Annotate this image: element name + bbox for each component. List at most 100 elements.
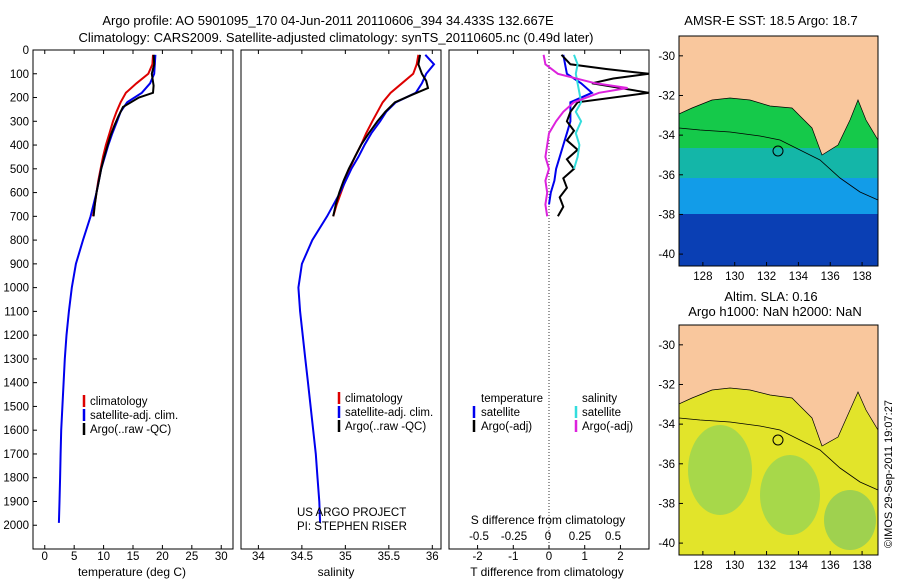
depth-tick-label: 2000 <box>3 520 29 532</box>
sst-map: AMSR-E SST: 18.5 Argo: 18.7 -30 -32 -34 -36… <box>658 13 879 283</box>
difference-xtick-label: 2 <box>617 551 623 563</box>
difference-panel: -2 -1 0 1 2 S difference from climatology -0… <box>448 49 650 579</box>
depth-tick-label: 1100 <box>4 306 29 318</box>
difference-series-line <box>573 54 583 170</box>
legend-label-satellite: satellite-adj. clim. <box>345 407 433 419</box>
lat-tick-label: -40 <box>658 249 675 261</box>
depth-tick-label: 1700 <box>3 449 29 461</box>
s-difference-tick-label: -0.25 <box>501 531 527 543</box>
sla-map: Altim. SLA: 0.16 Argo h1000: NaN h2000: … <box>658 289 879 572</box>
sst-band-navy <box>679 214 878 266</box>
lon-tick-label: 128 <box>693 560 712 572</box>
sst-band-teal <box>679 148 878 178</box>
legend-label-argo: Argo(..raw -QC) <box>90 424 171 436</box>
salinity-xtick-label: 36 <box>426 551 439 563</box>
lon-tick-label: 134 <box>789 271 809 283</box>
depth-tick-label: 100 <box>10 69 29 81</box>
temperature-xtick-label: 0 <box>42 551 48 563</box>
lon-tick-label: 128 <box>693 271 712 283</box>
lat-tick-label: -30 <box>658 51 675 63</box>
salinity-xtick-label: 35 <box>339 551 352 563</box>
lat-tick-label: -38 <box>658 209 675 221</box>
t-difference-label: T difference from climatology <box>470 565 624 579</box>
sst-frame <box>678 35 879 267</box>
depth-tick-label: 1900 <box>3 496 29 508</box>
difference-legend: temperature satellite Argo(-adj) salinit… <box>472 393 633 433</box>
salinity-axes <box>240 49 442 550</box>
temperature-xtick-label: 5 <box>71 551 77 563</box>
depth-tick-label: 1800 <box>3 473 29 485</box>
temperature-xtick-label: 10 <box>97 551 110 563</box>
depth-tick-label: 300 <box>10 116 29 128</box>
temperature-axes <box>32 49 234 550</box>
lat-tick-label: -32 <box>658 379 675 391</box>
temperature-xtick-label: 20 <box>156 551 169 563</box>
legend-salinity-title: salinity <box>582 393 617 405</box>
salinity-xlabel: salinity <box>318 565 355 579</box>
depth-tick-label: 1400 <box>3 378 29 390</box>
difference-xtick-label: -2 <box>472 551 482 563</box>
depth-tick-label: 900 <box>10 259 29 271</box>
salinity-xtick-label: 34 <box>252 551 265 563</box>
lon-tick-label: 130 <box>725 271 744 283</box>
lat-tick-label: -32 <box>658 90 675 102</box>
s-difference-tick-label: 0.5 <box>605 531 621 543</box>
float-position-circle-marker <box>772 145 784 157</box>
sst-title: AMSR-E SST: 18.5 Argo: 18.7 <box>684 13 857 28</box>
depth-tick-label: 0 <box>23 45 29 57</box>
temperature-xtick-label: 25 <box>185 551 198 563</box>
depth-tick-label: 1000 <box>3 283 29 295</box>
lon-tick-label: 138 <box>852 560 871 572</box>
header-line2: Climatology: CARS2009. Satellite-adjuste… <box>79 30 594 45</box>
sst-land <box>678 35 879 156</box>
sla-patch <box>824 490 876 550</box>
lat-tick-label: -36 <box>658 459 675 471</box>
lon-tick-label: 136 <box>821 271 840 283</box>
sla-patch <box>760 455 820 535</box>
salinity-legend: climatology satellite-adj. clim. Argo(..… <box>337 392 433 433</box>
salinity-xtick-label: 35.5 <box>378 551 400 563</box>
salinity-xtick-label: 34.5 <box>291 551 313 563</box>
temperature-series-line <box>92 54 156 217</box>
difference-xtick-label: -1 <box>508 551 518 563</box>
legend-label-t-satellite: satellite <box>481 407 520 419</box>
header-line1: Argo profile: AO 5901095_170 04-Jun-2011… <box>102 13 554 28</box>
lat-tick-label: -30 <box>658 340 675 352</box>
temperature-panel: 0 5 10 15 20 25 30 0 100 200 300 400 500 600 700 800 90… <box>3 45 234 579</box>
temperature-xtick-label: 15 <box>127 551 140 563</box>
depth-tick-label: 200 <box>10 93 29 105</box>
difference-xtick-label: 1 <box>582 551 588 563</box>
lon-tick-label: 132 <box>757 271 776 283</box>
lon-tick-label: 132 <box>757 560 776 572</box>
sst-depth-contour <box>678 127 879 201</box>
temperature-legend: climatology satellite-adj. clim. Argo(..… <box>82 395 178 436</box>
legend-temperature-title: temperature <box>481 393 543 405</box>
sla-title1: Altim. SLA: 0.16 <box>724 289 817 304</box>
s-difference-tick-label: 0 <box>545 531 551 543</box>
legend-label-argo: Argo(..raw -QC) <box>345 421 426 433</box>
difference-series-line <box>542 54 628 217</box>
sla-frame <box>678 324 879 556</box>
difference-xtick-label: 0 <box>546 551 552 563</box>
temperature-series-line <box>57 54 157 523</box>
depth-tick-label: 600 <box>10 188 29 200</box>
legend-label-s-argo: Argo(-adj) <box>582 421 633 433</box>
temperature-xtick-label: 30 <box>215 551 228 563</box>
sla-patch <box>688 425 752 515</box>
lat-tick-label: -34 <box>658 419 675 431</box>
salinity-series-line <box>332 54 430 217</box>
depth-tick-label: 700 <box>10 211 29 223</box>
imos-stamp: ©IMOS 29-Sep-2011 19:07:27 <box>883 400 895 548</box>
difference-series-line <box>557 54 650 217</box>
float-position-circle-marker <box>772 434 784 446</box>
lat-tick-label: -36 <box>658 170 675 182</box>
salinity-panel: 34 34.5 35 35.5 36 salinity climatology sate… <box>240 49 442 579</box>
legend-label-s-satellite: satellite <box>582 407 621 419</box>
lat-tick-label: -34 <box>658 130 675 142</box>
credit-line2: PI: STEPHEN RISER <box>297 521 407 533</box>
depth-tick-label: 800 <box>10 235 29 247</box>
legend-label-t-argo: Argo(-adj) <box>481 421 532 433</box>
depth-tick-label: 1300 <box>3 354 29 366</box>
depth-tick-label: 500 <box>10 164 29 176</box>
